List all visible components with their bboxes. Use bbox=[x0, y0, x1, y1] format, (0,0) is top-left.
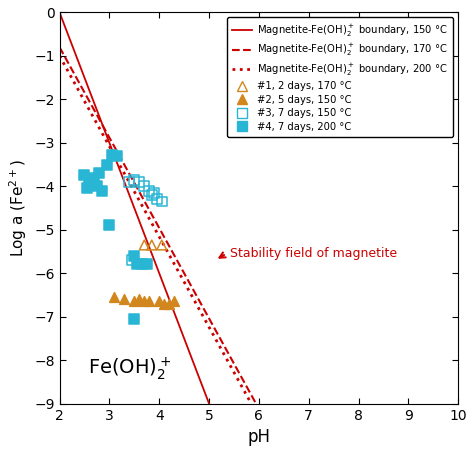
Magnetite-Fe(OH)$_2^+$ boundary, 150 °C bbox=[146, 244, 152, 249]
Point bbox=[126, 178, 133, 186]
Point bbox=[155, 298, 163, 305]
Magnetite-Fe(OH)$_2^+$ boundary, 200 °C bbox=[144, 211, 149, 217]
Magnetite-Fe(OH)$_2^+$ boundary, 170 °C bbox=[230, 359, 236, 364]
Point bbox=[140, 298, 148, 305]
Magnetite-Fe(OH)$_2^+$ boundary, 200 °C bbox=[191, 298, 197, 304]
Magnetite-Fe(OH)$_2^+$ boundary, 170 °C bbox=[109, 139, 114, 144]
Magnetite-Fe(OH)$_2^+$ boundary, 170 °C bbox=[250, 395, 255, 400]
Magnetite-Fe(OH)$_2^+$ boundary, 200 °C bbox=[198, 309, 204, 315]
Point bbox=[146, 298, 153, 305]
Magnetite-Fe(OH)$_2^+$ boundary, 150 °C bbox=[200, 385, 206, 390]
Magnetite-Fe(OH)$_2^+$ boundary, 200 °C bbox=[196, 305, 201, 311]
Point bbox=[83, 185, 91, 192]
Line: Magnetite-Fe(OH)$_2^+$ boundary, 170 °C: Magnetite-Fe(OH)$_2^+$ boundary, 170 °C bbox=[60, 47, 256, 404]
X-axis label: pH: pH bbox=[247, 428, 270, 446]
Point bbox=[136, 296, 143, 303]
Magnetite-Fe(OH)$_2^+$ boundary, 150 °C bbox=[93, 106, 99, 111]
Magnetite-Fe(OH)$_2^+$ boundary, 150 °C bbox=[131, 205, 137, 211]
Point bbox=[158, 198, 165, 205]
Point bbox=[108, 151, 116, 159]
Magnetite-Fe(OH)$_2^+$ boundary, 170 °C bbox=[196, 298, 202, 304]
Magnetite-Fe(OH)$_2^+$ boundary, 200 °C bbox=[248, 401, 254, 406]
Magnetite-Fe(OH)$_2^+$ boundary, 200 °C bbox=[57, 53, 63, 58]
Point bbox=[98, 187, 106, 194]
Text: Fe(OH)$_2^+$: Fe(OH)$_2^+$ bbox=[88, 356, 171, 382]
Point bbox=[133, 260, 141, 267]
Point bbox=[148, 241, 155, 249]
Y-axis label: Log a (Fe$^{2+}$): Log a (Fe$^{2+}$) bbox=[7, 159, 28, 257]
Point bbox=[146, 187, 153, 194]
Point bbox=[88, 180, 96, 188]
Point bbox=[160, 300, 168, 307]
Magnetite-Fe(OH)$_2^+$ boundary, 150 °C bbox=[105, 135, 110, 140]
Point bbox=[128, 256, 136, 264]
Point bbox=[165, 300, 173, 307]
Magnetite-Fe(OH)$_2^+$ boundary, 150 °C bbox=[57, 10, 63, 15]
Point bbox=[150, 189, 158, 197]
Point bbox=[130, 252, 138, 260]
Point bbox=[130, 176, 138, 183]
Magnetite-Fe(OH)$_2^+$ boundary, 170 °C bbox=[253, 401, 259, 406]
Magnetite-Fe(OH)$_2^+$ boundary, 150 °C bbox=[206, 400, 212, 406]
Point bbox=[96, 169, 103, 177]
Point bbox=[103, 161, 111, 168]
Point bbox=[143, 260, 151, 267]
Point bbox=[86, 176, 93, 183]
Legend: Magnetite-Fe(OH)$_2^+$ boundary, 150 °C, Magnetite-Fe(OH)$_2^+$ boundary, 170 °C: Magnetite-Fe(OH)$_2^+$ boundary, 150 °C,… bbox=[228, 18, 453, 137]
Point bbox=[138, 260, 146, 267]
Point bbox=[93, 183, 101, 190]
Magnetite-Fe(OH)$_2^+$ boundary, 150 °C bbox=[108, 144, 113, 149]
Magnetite-Fe(OH)$_2^+$ boundary, 170 °C bbox=[240, 377, 246, 383]
Point bbox=[91, 174, 98, 181]
Point bbox=[140, 241, 148, 249]
Point bbox=[153, 196, 161, 203]
Point bbox=[140, 183, 148, 190]
Magnetite-Fe(OH)$_2^+$ boundary, 200 °C bbox=[239, 385, 245, 390]
Point bbox=[170, 298, 178, 305]
Point bbox=[130, 298, 138, 305]
Magnetite-Fe(OH)$_2^+$ boundary, 170 °C bbox=[118, 157, 124, 162]
Point bbox=[136, 178, 143, 186]
Magnetite-Fe(OH)$_2^+$ boundary, 170 °C bbox=[57, 44, 63, 50]
Line: Magnetite-Fe(OH)$_2^+$ boundary, 200 °C: Magnetite-Fe(OH)$_2^+$ boundary, 200 °C bbox=[60, 56, 251, 404]
Magnetite-Fe(OH)$_2^+$ boundary, 200 °C bbox=[154, 229, 159, 235]
Point bbox=[158, 241, 165, 249]
Point bbox=[106, 222, 113, 229]
Point bbox=[110, 294, 118, 301]
Line: Magnetite-Fe(OH)$_2^+$ boundary, 150 °C: Magnetite-Fe(OH)$_2^+$ boundary, 150 °C bbox=[60, 12, 209, 403]
Text: Stability field of magnetite: Stability field of magnetite bbox=[230, 247, 397, 260]
Point bbox=[130, 315, 138, 323]
Point bbox=[148, 191, 155, 198]
Point bbox=[113, 152, 121, 159]
Point bbox=[120, 296, 128, 303]
Point bbox=[81, 172, 88, 179]
